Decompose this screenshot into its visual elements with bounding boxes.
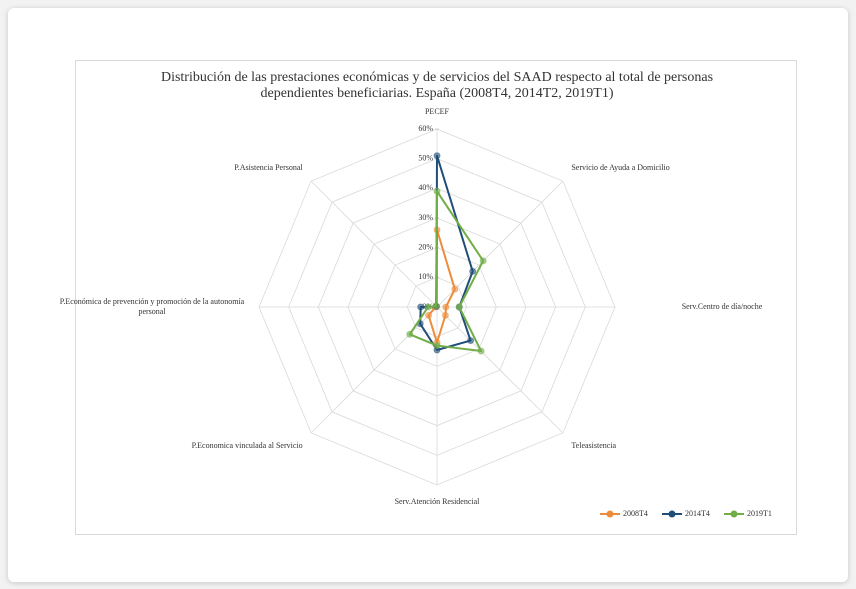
- category-label: PECEF: [424, 107, 449, 116]
- category-label: P.Economica vinculada al Servicio: [191, 441, 303, 451]
- category-label: Serv.Centro de día/noche: [681, 302, 763, 311]
- spoke: [310, 306, 438, 434]
- chart-frame: [75, 60, 797, 535]
- legend-marker: [730, 510, 738, 518]
- card: [8, 8, 848, 582]
- series-marker: [433, 342, 441, 350]
- series-marker: [432, 302, 440, 310]
- r-tick-label: 40%: [418, 183, 433, 192]
- legend-marker: [668, 510, 676, 518]
- legend-label: 2008T4: [623, 509, 648, 518]
- r-tick-label: 50%: [418, 153, 433, 162]
- r-tick-label: 10%: [418, 272, 433, 281]
- chart-title: Distribución de las prestaciones económi…: [160, 70, 714, 101]
- category-label: P.Económica de prevención y promoción de…: [59, 297, 245, 316]
- series-marker: [433, 152, 441, 160]
- category-label: Serv.Atención Residencial: [394, 497, 480, 506]
- r-tick-label: 30%: [418, 213, 433, 222]
- series-marker: [477, 347, 485, 355]
- series-marker: [417, 303, 425, 311]
- category-label: P.Asistencia Personal: [234, 162, 303, 172]
- series-marker: [479, 257, 487, 265]
- series-marker: [469, 267, 477, 275]
- category-label: Servicio de Ayuda a Domicilio: [571, 162, 670, 172]
- series-marker: [441, 311, 449, 319]
- legend-label: 2014T4: [685, 509, 710, 518]
- series-marker: [455, 303, 463, 311]
- series-marker: [406, 330, 414, 338]
- series-marker: [442, 303, 450, 311]
- spoke: [436, 180, 564, 308]
- legend-label: 2019T1: [747, 509, 772, 518]
- series-marker: [433, 187, 441, 195]
- series-marker: [424, 303, 432, 311]
- spoke: [436, 306, 564, 434]
- r-tick-label: 60%: [418, 124, 433, 133]
- series-marker: [451, 285, 459, 293]
- category-label: Teleasistencia: [571, 441, 617, 451]
- legend-marker: [606, 510, 614, 518]
- spoke: [310, 180, 438, 308]
- series-marker: [425, 311, 433, 319]
- r-tick-label: 20%: [418, 242, 433, 251]
- series-marker: [467, 337, 475, 345]
